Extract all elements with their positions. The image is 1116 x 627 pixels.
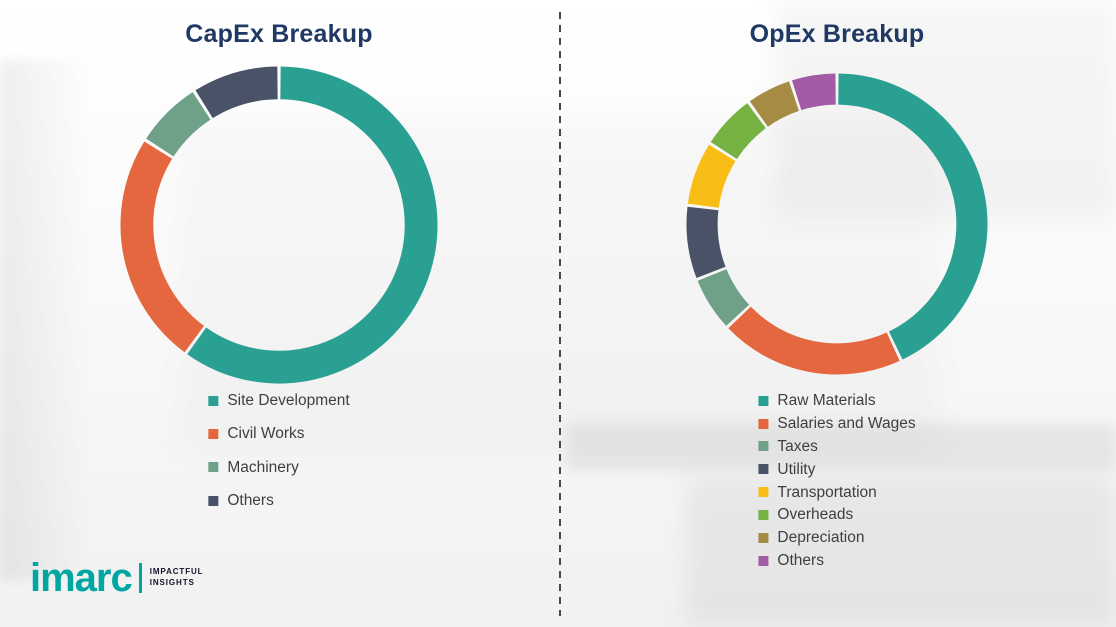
legend-item: Transportation	[758, 483, 915, 502]
donut-segment-depreciation	[749, 81, 800, 127]
legend-label: Utility	[777, 460, 816, 478]
donut-segment-transportation	[687, 144, 736, 209]
logo-tagline-line1: IMPACTFUL	[149, 567, 204, 577]
logo-divider-bar	[138, 563, 142, 593]
opex-title: OpEx Breakup	[749, 20, 925, 48]
legend-swatch	[758, 464, 769, 475]
donut-segment-taxes	[697, 268, 750, 326]
capex-legend: Site Development Civil Works Machinery Othe…	[208, 391, 350, 525]
capex-donut-chart	[120, 66, 438, 384]
legend-item: Overheads	[758, 505, 915, 524]
legend-swatch	[758, 441, 769, 452]
legend-swatch	[208, 495, 219, 506]
legend-swatch	[758, 487, 769, 498]
imarc-wordmark: imarc	[30, 556, 133, 600]
legend-swatch	[208, 429, 219, 440]
donut-segment-machinery	[146, 92, 211, 157]
legend-swatch	[208, 395, 219, 406]
opex-legend: Raw Materials Salaries and Wages Taxes Util…	[758, 391, 916, 574]
legend-label: Overheads	[777, 506, 854, 524]
opex-donut-svg	[686, 73, 988, 375]
legend-label: Civil Works	[227, 425, 305, 443]
opex-donut-chart	[686, 73, 988, 375]
capex-donut-svg	[120, 66, 438, 384]
donut-segment-overheads	[710, 103, 767, 160]
legend-label: Depreciation	[777, 529, 865, 547]
legend-label: Taxes	[777, 437, 818, 455]
donut-segment-utility	[686, 206, 726, 278]
donut-segment-site-development	[187, 66, 438, 384]
legend-swatch	[758, 510, 769, 521]
legend-item: Raw Materials	[758, 391, 915, 410]
logo-tagline-line2: INSIGHTS	[149, 578, 195, 587]
legend-item: Utility	[758, 460, 915, 479]
legend-label: Others	[777, 552, 824, 570]
legend-label: Site Development	[227, 392, 350, 409]
legend-label: Others	[227, 492, 274, 510]
donut-segment-others	[791, 73, 837, 111]
legend-item: Taxes	[758, 437, 915, 456]
legend-swatch	[758, 418, 769, 429]
opex-panel: OpEx Breakup Raw Materials Salaries and W…	[558, 0, 1116, 627]
legend-label: Transportation	[777, 483, 877, 501]
donut-segment-salaries-and-wages	[728, 306, 900, 375]
legend-label: Salaries and Wages	[777, 414, 916, 432]
legend-swatch	[208, 462, 219, 473]
legend-item: Depreciation	[758, 528, 915, 547]
legend-label: Raw Materials	[777, 392, 876, 409]
logo-tagline: IMPACTFUL INSIGHTS	[150, 567, 204, 589]
legend-item: Civil Works	[208, 424, 349, 443]
donut-segment-civil-works	[120, 141, 205, 353]
legend-label: Machinery	[227, 458, 299, 476]
legend-swatch	[758, 555, 769, 566]
legend-item: Salaries and Wages	[758, 414, 916, 433]
legend-item: Others	[208, 491, 349, 510]
capex-title: CapEx Breakup	[185, 20, 373, 48]
legend-item: Others	[758, 551, 915, 570]
imarc-logo: imarc IMPACTFUL INSIGHTS	[30, 556, 204, 600]
donut-segment-raw-materials	[838, 73, 988, 360]
divider-dashed-line	[559, 12, 561, 616]
capex-panel: CapEx Breakup Site Development Civil Work…	[120, 20, 438, 525]
legend-swatch	[758, 395, 769, 406]
legend-item: Machinery	[208, 458, 349, 477]
legend-swatch	[758, 532, 769, 543]
donut-segment-others	[195, 66, 279, 119]
legend-item: Site Development	[208, 391, 350, 410]
